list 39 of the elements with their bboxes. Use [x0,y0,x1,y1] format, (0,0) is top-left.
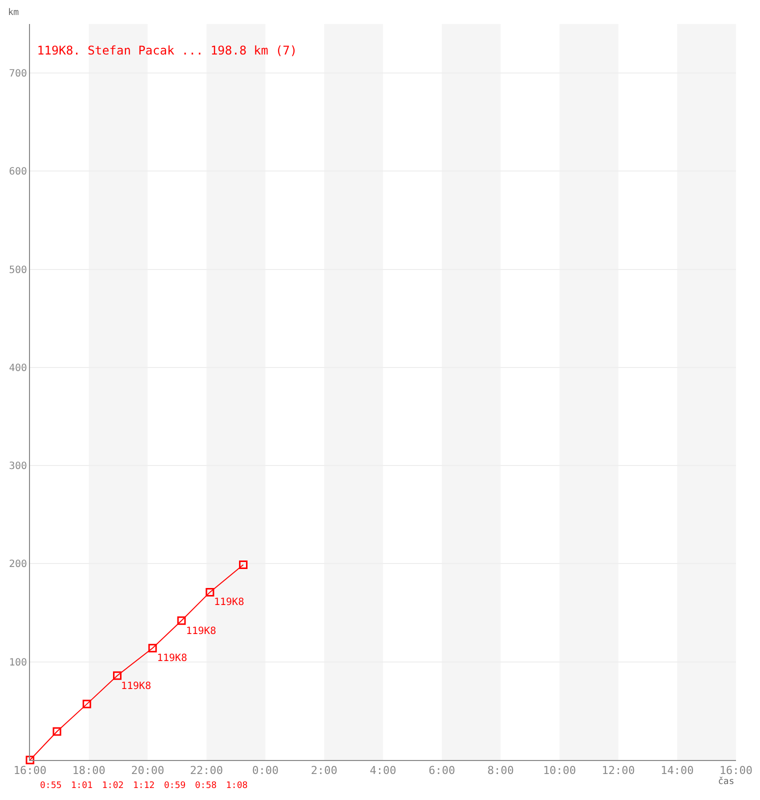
x-axis-title: čas [718,776,734,787]
text: 1:02 [102,781,124,791]
annotation: 119K8 [214,597,244,608]
y-tick-label: 100 [8,657,27,668]
x-tick-label: 10:00 [542,764,576,778]
point [113,671,122,680]
x-tick-label: 18:00 [72,764,106,778]
x-tick-label: 4:00 [370,764,396,778]
x-tick-label: 0:00 [252,764,279,778]
annotation: 119K8 [121,681,152,692]
y-tick-label: 200 [8,559,27,570]
text: 1:01 [71,781,93,791]
y-axis-title: km [8,8,19,18]
text: 0:58 [195,781,217,791]
annotation: 119K8 [186,626,216,637]
y-tick-label: 400 [8,362,27,374]
x-tick-label: 8:00 [487,764,514,778]
x-tick-label: 20:00 [131,764,164,778]
x-tick-label: 16:00 [719,764,753,778]
point [82,700,92,708]
x-tick-label: 12:00 [602,764,635,778]
text: 1:08 [226,781,248,791]
x-tick-label: 22:00 [190,764,224,778]
x-tick-label: 16:00 [13,764,47,778]
y-tick-label: 700 [8,68,27,80]
point [52,727,62,736]
x-tick-label: 6:00 [428,764,456,778]
y-tick-label: 300 [8,461,27,472]
x-tick-label: 14:00 [660,764,694,778]
text: 119K8. Stefan Pacak ... 198.8 km (7) [37,43,298,58]
y-tick-label: 600 [8,166,27,178]
y-tick-label: 500 [8,264,27,276]
text: 0:59 [164,781,186,791]
point [177,616,186,625]
text: 0:55 [40,781,62,791]
x-tick-label: 2:00 [310,764,338,778]
point [239,560,248,569]
annotation: 119K8 [157,653,188,664]
text: 1:12 [133,781,155,791]
